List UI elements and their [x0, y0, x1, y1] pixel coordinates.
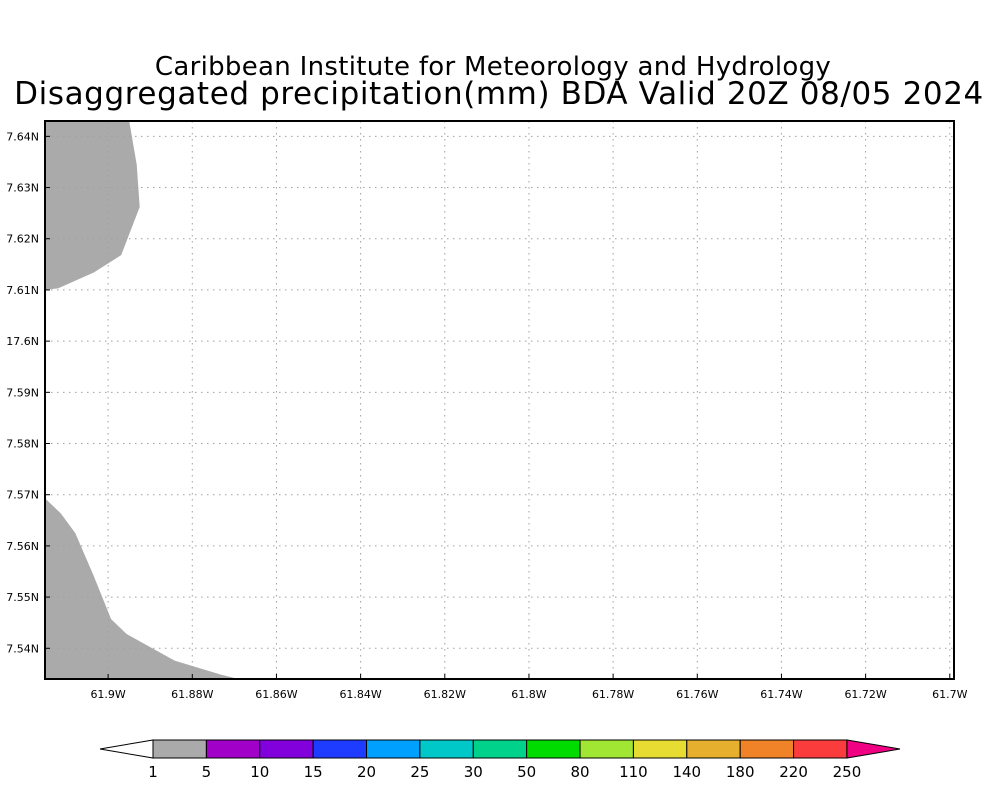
colorbar-label: 30 [464, 763, 483, 781]
colorbar-label: 5 [202, 763, 212, 781]
colorbar-swatch [686, 739, 741, 759]
lon-tick-label: 61.78W [592, 688, 634, 701]
colorbar-label: 250 [833, 763, 862, 781]
colorbar-left-arrow [99, 739, 154, 759]
colorbar-label: 15 [304, 763, 323, 781]
lat-tick-label: 7.59N [6, 386, 39, 399]
lon-tick-label: 61.7W [932, 688, 967, 701]
lon-tick-label: 61.9W [90, 688, 125, 701]
lat-tick-label: 7.58N [6, 438, 39, 451]
colorbar-swatch [419, 739, 474, 759]
lon-tick-label: 61.72W [844, 688, 886, 701]
lon-tick-label: 61.84W [339, 688, 381, 701]
lon-tick-label: 61.74W [760, 688, 802, 701]
land-area [45, 121, 140, 290]
colorbar-swatch [793, 739, 848, 759]
lat-tick-label: 7.64N [6, 130, 39, 143]
lat-tick-label: 7.56N [6, 540, 39, 553]
colorbar-swatch [472, 739, 528, 759]
colorbar-label: 1 [148, 763, 158, 781]
colorbar-swatch [579, 739, 634, 759]
colorbar-label: 110 [619, 763, 648, 781]
colorbar-swatch [632, 739, 688, 759]
lat-tick-label: 7.62N [6, 233, 39, 246]
colorbar-label: 220 [779, 763, 808, 781]
lon-tick-label: 61.8W [511, 688, 546, 701]
colorbar-swatch [366, 739, 421, 759]
lon-tick-label: 61.76W [676, 688, 718, 701]
lat-tick-label: 7.55N [6, 591, 39, 604]
land-area [45, 498, 239, 679]
colorbar-swatch [152, 739, 207, 759]
colorbar-swatch [205, 739, 261, 759]
lon-tick-label: 61.86W [255, 688, 297, 701]
colorbar-swatch [312, 739, 368, 759]
map-title: Caribbean Institute for Meteorology and … [154, 52, 832, 82]
colorbar-label: 140 [672, 763, 701, 781]
lat-tick-label: 7.57N [6, 489, 39, 502]
map-subtitle: Disaggregated precipitation(mm) BDA Vali… [14, 76, 984, 112]
colorbar-label: 180 [726, 763, 755, 781]
colorbar-label: 10 [250, 763, 269, 781]
lat-tick-label: 7.61N [6, 284, 39, 297]
colorbar-swatch [526, 739, 581, 759]
lat-tick-label: 17.6N [6, 335, 39, 348]
colorbar-swatch [259, 739, 314, 759]
colorbar-right-arrow [846, 739, 901, 759]
colorbar-label: 25 [410, 763, 429, 781]
lat-tick-label: 7.54N [6, 642, 39, 655]
colorbar-swatch [739, 739, 795, 759]
lon-tick-label: 61.88W [171, 688, 213, 701]
colorbar-label: 80 [570, 763, 589, 781]
colorbar-label: 20 [357, 763, 376, 781]
precipitation-map: 61.9W 61.88W 61.86W 61.84W 61.82W 61.8W 61.78W… [6, 120, 968, 701]
colorbar-label: 50 [517, 763, 536, 781]
map-frame [44, 120, 955, 680]
lon-tick-label: 61.82W [424, 688, 466, 701]
lat-tick-label: 7.63N [6, 182, 39, 195]
